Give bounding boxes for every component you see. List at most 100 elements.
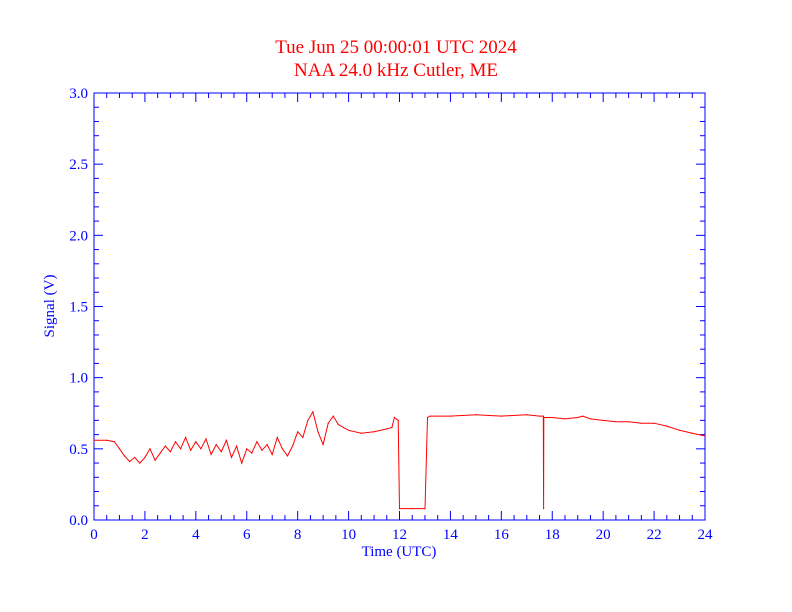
x-tick-label: 10 [341,527,356,543]
data-point [113,441,115,443]
data-point [691,432,693,434]
data-point [286,455,289,457]
data-point [615,421,617,423]
y-tick-label: 1.5 [69,300,88,316]
data-point [640,422,643,424]
y-tick-label: 0.0 [69,513,88,529]
data-point [139,462,141,464]
data-point [397,419,399,421]
data-point [543,416,545,419]
data-point [386,428,388,430]
tick-labels: 0 2 4 6 8 10 12 14 16 18 20 22 240.00.51.01.52.02.53… [69,86,713,543]
data-point [424,508,426,510]
data-point [589,418,592,420]
data-point [200,448,202,450]
data-point [564,418,566,420]
data-point [312,411,314,413]
axis-ticks [93,92,706,521]
data-point [246,448,248,450]
data-point [332,415,334,417]
data-point [129,461,131,463]
data-point [297,431,299,433]
data-point [230,456,233,458]
data-point [411,508,413,510]
data-point [526,414,528,416]
data-point [215,444,217,446]
data-point [205,438,207,440]
data-point [256,441,258,443]
y-tick-label: 1.0 [69,371,88,387]
data-point [373,431,375,433]
data-point [538,415,541,417]
y-tick-label: 2.5 [69,157,88,173]
data-point [251,452,253,454]
data-point [169,451,171,453]
plot-axes [93,92,706,521]
data-point [159,452,161,454]
y-tick-label: 2.0 [69,228,88,244]
x-tick-label: 0 [90,527,98,543]
data-point [666,425,668,427]
data-point [164,445,166,447]
data-point [134,456,136,458]
y-tick-label: 0.5 [69,442,88,458]
data-point [307,419,309,421]
x-tick-label: 4 [192,527,200,543]
data-point [322,444,324,446]
data-point [391,426,393,429]
data-point [195,441,197,443]
x-tick-label: 8 [294,527,302,543]
data-point [185,436,187,438]
data-point [398,508,401,510]
data-point [292,445,294,447]
y-axis-label: Signal (V) [42,275,58,338]
data-point [266,444,268,446]
signal-line [94,410,706,510]
y-tick-label: 3.0 [69,86,88,102]
data-point [174,441,177,443]
data-point [276,436,278,438]
data-point [317,431,319,433]
data-point [210,453,212,456]
data-point [602,419,604,421]
data-point [220,451,222,453]
x-tick-label: 22 [647,527,662,543]
x-tick-label: 12 [392,527,407,543]
plot-frame [93,92,706,521]
data-point [360,432,362,434]
data-point [144,456,146,458]
data-point [577,416,579,419]
data-point [302,436,304,438]
data-point [93,439,95,441]
data-point [342,426,345,429]
chart-subtitle: NAA 24.0 kHz Cutler, ME [294,60,498,81]
data-point [154,459,156,461]
data-point [704,435,706,437]
data-point [678,429,681,431]
x-tick-label: 20 [596,527,611,543]
data-point [241,462,243,464]
data-point [543,508,545,510]
data-point [348,429,350,431]
data-point [327,422,329,424]
data-point [180,448,182,450]
data-point [337,424,339,426]
data-point [149,448,151,450]
x-tick-label: 16 [494,527,510,543]
chart-title: Tue Jun 25 00:00:01 UTC 2024 [275,37,517,58]
data-point [225,439,227,441]
data-point [106,439,108,441]
x-tick-label: 18 [545,527,560,543]
data-point [236,445,238,447]
data-point [426,416,429,419]
data-point [190,449,192,451]
x-axis-label: Time (UTC) [362,544,437,560]
data-point [281,448,283,450]
data-point [393,416,395,419]
data-point [551,416,553,419]
data-point [118,448,121,450]
x-tick-label: 24 [698,527,714,543]
x-tick-label: 2 [141,527,149,543]
data-point [429,415,431,417]
